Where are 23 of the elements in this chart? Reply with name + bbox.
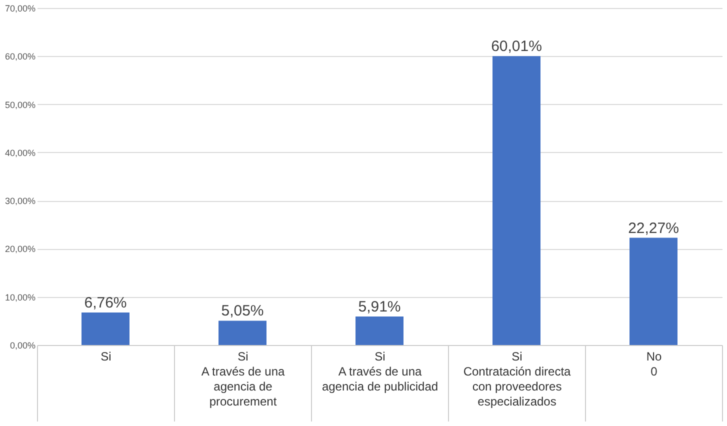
y-tick-label: 10,00%: [4, 292, 36, 302]
y-tick-label: 70,00%: [4, 4, 36, 14]
x-tick-label: Si: [100, 350, 112, 364]
x-tick-label: No 0: [646, 350, 662, 378]
data-label: 6,76%: [84, 294, 127, 312]
data-label: 60,01%: [491, 38, 542, 56]
x-tick-label: Si A través de una agencia de publicidad: [322, 350, 438, 394]
bar: [82, 312, 130, 345]
x-tick-label: Si A través de una agencia de procurement: [201, 350, 286, 408]
bar: [630, 238, 678, 345]
y-tick-label: 40,00%: [4, 148, 36, 158]
y-tick-label: 60,00%: [4, 52, 36, 62]
data-label: 22,27%: [628, 220, 679, 237]
y-tick-label: 20,00%: [4, 244, 36, 254]
bar: [356, 316, 404, 345]
bar: [492, 56, 540, 345]
x-tick-label: Si Contratación directa con proveedores especializados: [463, 350, 572, 408]
y-tick-label: 30,00%: [4, 196, 36, 206]
bar: [218, 320, 266, 345]
data-label: 5,05%: [221, 302, 264, 320]
data-label: 5,91%: [358, 298, 401, 316]
y-tick-label: 50,00%: [4, 100, 36, 110]
y-tick-label: 0,00%: [10, 340, 36, 350]
